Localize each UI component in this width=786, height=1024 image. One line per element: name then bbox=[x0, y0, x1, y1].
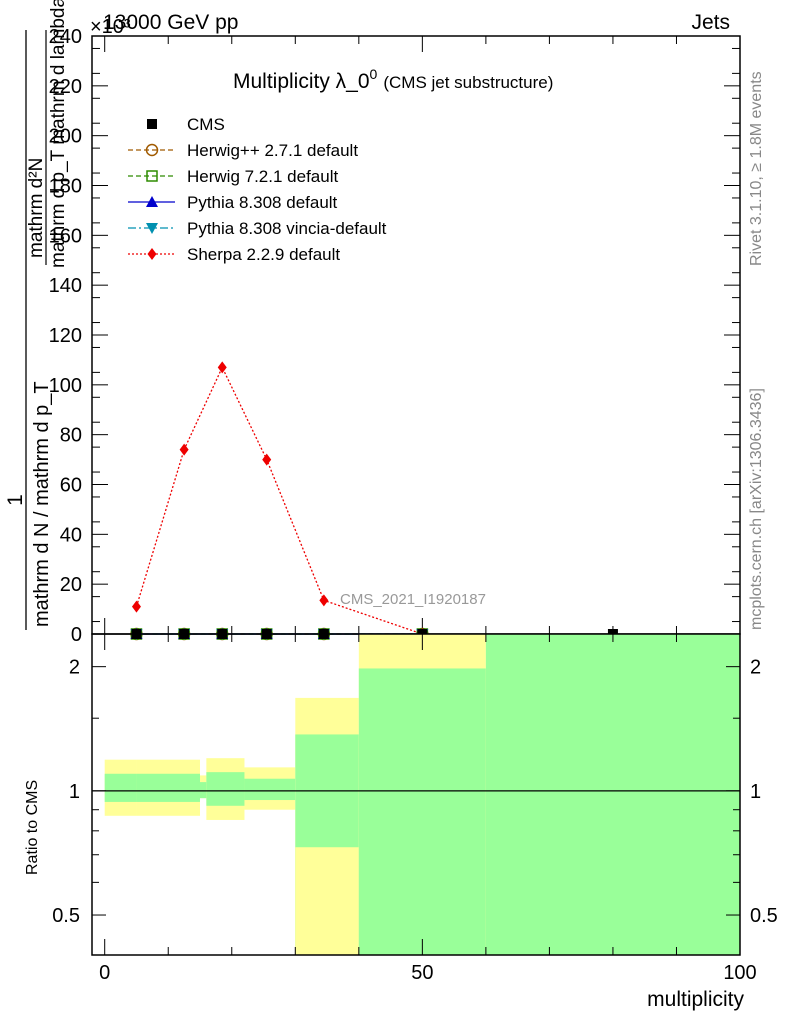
legend-entry: Pythia 8.308 default bbox=[187, 193, 338, 212]
chart-title-main: Multiplicity λ_0 bbox=[233, 70, 370, 93]
legend-marker bbox=[147, 119, 157, 129]
legend-entry: CMS bbox=[187, 115, 225, 134]
ratio-panel: 0.5 0.5 1 1 2 2 0 50 100 multiplicity Ratio to CMS bbox=[24, 633, 778, 1011]
x-axis-label: multiplicity bbox=[647, 988, 744, 1011]
x-tick-label: 0 bbox=[99, 962, 110, 984]
main-y-label-fraction-top: mathrm d²N bbox=[26, 158, 47, 258]
ratio-y-tick-label: 1 bbox=[69, 781, 80, 803]
main-y-tick-label: 40 bbox=[60, 524, 82, 546]
series-point-5 bbox=[131, 600, 141, 613]
ratio-total-band-low bbox=[295, 847, 359, 955]
chart-title-sup: 0 bbox=[370, 66, 378, 82]
ratio-stat-band bbox=[104, 773, 137, 802]
main-y-tick-label: 100 bbox=[49, 375, 82, 397]
legend-entry: Sherpa 2.2.9 default bbox=[187, 245, 340, 264]
analysis-label: CMS_2021_I1920187 bbox=[340, 591, 486, 608]
main-y-tick-label: 160 bbox=[49, 225, 82, 247]
legend-marker bbox=[146, 170, 158, 182]
ratio-stat-band bbox=[244, 778, 296, 801]
main-y-tick-label: 0 bbox=[71, 624, 82, 646]
ratio-stat-band bbox=[485, 634, 740, 955]
ratio-stat-band bbox=[200, 782, 207, 799]
chart-title-sub: (CMS jet substructure) bbox=[383, 73, 553, 92]
chart-title: Multiplicity λ_00 (CMS jet substructure) bbox=[233, 66, 553, 93]
series-line-5 bbox=[135, 365, 423, 635]
ratio-y-tick-label: 0.5 bbox=[52, 905, 80, 927]
main-y-tick-label: 220 bbox=[49, 76, 82, 98]
ratio-stat-band bbox=[136, 773, 200, 802]
series-point-5 bbox=[319, 594, 329, 607]
legend-marker bbox=[147, 248, 157, 260]
x-tick-label: 100 bbox=[723, 962, 756, 984]
legend-marker bbox=[146, 196, 158, 207]
ratio-y-tick-label-right: 2 bbox=[750, 657, 761, 679]
ratio-y-tick-label-right: 1 bbox=[750, 781, 761, 803]
ratio-stat-band bbox=[206, 772, 245, 806]
mcplots-label: mcplots.cern.ch [arXiv:1306.3436] bbox=[748, 388, 765, 630]
main-y-label-fraction-bottom: mathrm d p_T mathrm d lambda bbox=[48, 0, 69, 268]
main-y-tick-label: 20 bbox=[60, 574, 82, 596]
legend-entry: Pythia 8.308 vincia-default bbox=[187, 219, 387, 238]
main-y-tick-label: 180 bbox=[49, 176, 82, 198]
rivet-label: Rivet 3.1.10, ≥ 1.8M events bbox=[748, 71, 765, 266]
ratio-y-tick-label-right: 0.5 bbox=[750, 905, 778, 927]
main-y-tick-label: 240 bbox=[49, 26, 82, 48]
main-y-tick-label: 140 bbox=[49, 275, 82, 297]
legend-marker bbox=[146, 223, 158, 234]
ratio-frame bbox=[91, 633, 741, 956]
main-y-label-denominator: mathrm d N / mathrm d p_T bbox=[31, 381, 53, 627]
legend-marker bbox=[145, 143, 159, 157]
header-left-label: 13000 GeV pp bbox=[103, 11, 238, 34]
main-y-tick-label: 120 bbox=[49, 325, 82, 347]
legend-entry: Herwig++ 2.7.1 default bbox=[187, 141, 358, 160]
main-y-label-numerator: 1 bbox=[4, 494, 27, 506]
series-point-5 bbox=[262, 453, 272, 466]
header-right-label: Jets bbox=[691, 11, 730, 34]
main-y-tick-label: 80 bbox=[60, 425, 82, 447]
main-y-tick-label: 200 bbox=[49, 126, 82, 148]
ratio-y-tick-label: 2 bbox=[69, 657, 80, 679]
legend-entry: Herwig 7.2.1 default bbox=[187, 167, 338, 186]
ratio-stat-band bbox=[358, 668, 486, 955]
main-y-tick-label: 60 bbox=[60, 475, 82, 497]
series-point-5 bbox=[217, 361, 227, 374]
main-panel: 0 20 40 60 80 100 120 140 160 180 200 220 240 1 mathrm… bbox=[4, 0, 741, 646]
exponent-label: ×10³ bbox=[90, 16, 131, 38]
series-point-5 bbox=[179, 443, 189, 456]
x-tick-label: 50 bbox=[411, 962, 433, 984]
ratio-y-axis-label: Ratio to CMS bbox=[24, 780, 41, 875]
